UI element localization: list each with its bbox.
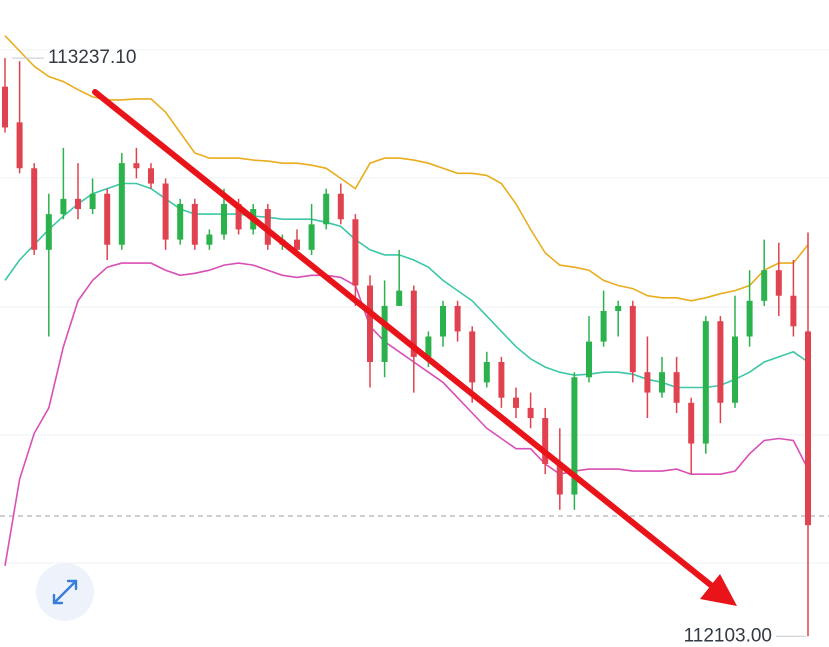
candle-body	[221, 203, 227, 235]
arrow-head	[700, 574, 737, 606]
candle-body	[542, 418, 549, 464]
candle-body	[16, 122, 23, 169]
expand-button[interactable]	[36, 563, 94, 621]
candle-body	[206, 234, 213, 245]
candle-body	[586, 341, 592, 378]
candle-body	[615, 305, 622, 312]
candle-body	[527, 407, 534, 419]
candle-body	[337, 193, 344, 220]
candle-body	[746, 300, 753, 337]
candle-body	[89, 193, 96, 210]
candle-body	[775, 270, 782, 296]
candle-body	[644, 372, 651, 393]
plot-area: 113237.10 112103.00	[0, 35, 829, 646]
candle-body	[162, 183, 169, 240]
trend-arrow	[92, 89, 737, 606]
candle-body	[454, 305, 461, 332]
candle-body	[629, 305, 636, 373]
candle-body	[31, 168, 38, 250]
candle-body	[45, 214, 52, 250]
candle-body	[498, 361, 505, 398]
candle-body	[294, 239, 300, 250]
candle-body	[191, 203, 198, 245]
candle-body	[673, 372, 680, 403]
candle-body	[396, 290, 403, 306]
candle-body	[323, 193, 330, 225]
candle-body	[483, 361, 490, 383]
band-line	[4, 262, 809, 567]
candle-body	[60, 198, 67, 215]
candle-body	[440, 305, 446, 337]
arrow-shaft	[92, 89, 715, 589]
candle-body	[790, 295, 797, 327]
candle-body	[148, 168, 154, 184]
candle-body	[702, 321, 709, 444]
candle-body	[732, 336, 738, 403]
annotation-label: 112103.00	[684, 625, 772, 646]
candle-body	[410, 290, 417, 357]
candle-body	[308, 224, 315, 250]
expand-icon	[52, 579, 78, 605]
candle-body	[75, 198, 81, 210]
candle-body	[571, 377, 578, 495]
candle-body	[235, 203, 242, 230]
candle-body	[469, 331, 476, 383]
candle-body	[688, 402, 695, 444]
candle-body	[717, 321, 724, 403]
candle-body	[177, 203, 184, 240]
candle-body	[352, 219, 359, 286]
candle-body	[2, 86, 8, 128]
candle-body	[600, 311, 607, 342]
candle-body	[761, 270, 768, 301]
candle-body	[805, 331, 811, 526]
candle-body	[556, 463, 563, 495]
candle-body	[381, 305, 388, 362]
candle-body	[513, 397, 519, 408]
candle-body	[118, 163, 125, 245]
candle-body	[104, 193, 111, 245]
candle-body	[425, 336, 432, 357]
band-line	[4, 35, 809, 302]
candle-body	[659, 372, 665, 393]
candle-body	[133, 163, 140, 169]
annotation-label: 113237.10	[48, 47, 136, 68]
candle-body	[367, 285, 373, 362]
